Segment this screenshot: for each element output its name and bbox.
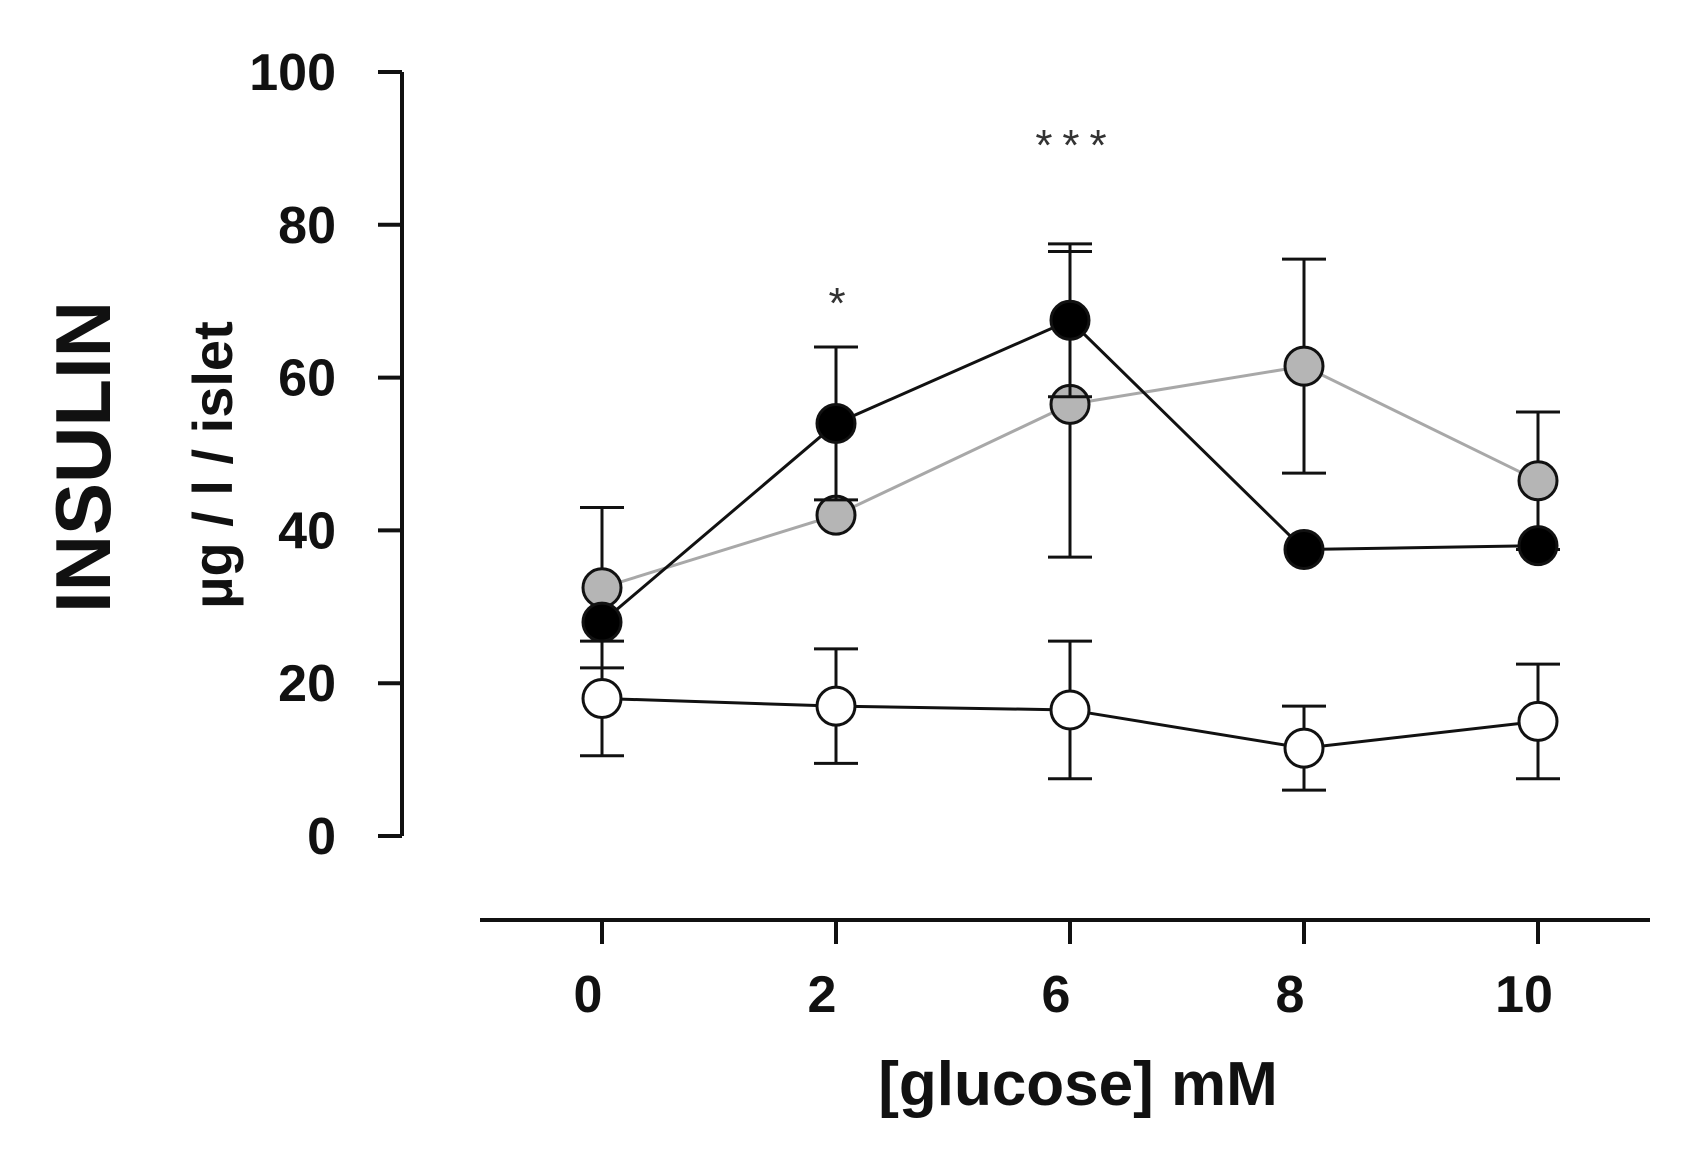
y-tick-label: 0: [307, 808, 336, 866]
y-tick-label: 20: [278, 655, 336, 713]
data-point: [815, 402, 857, 444]
data-point: [581, 677, 623, 719]
data-point: [1283, 529, 1325, 570]
data-point: [1283, 345, 1325, 387]
series-filled-circle: [581, 242, 1559, 643]
significance-marker: ***: [1035, 121, 1116, 170]
axes: [400, 72, 1650, 922]
y-tick-label: 60: [278, 350, 336, 408]
x-tick-label: 10: [1495, 966, 1553, 1024]
series-layer: [580, 242, 1560, 792]
x-ticks: 0 2 6 8 10: [574, 920, 1553, 1024]
data-point: [581, 601, 623, 643]
y-ticks: 0 20 40 60 80 100: [249, 44, 402, 866]
x-tick-label: 8: [1276, 966, 1305, 1024]
x-tick-label: 0: [574, 966, 603, 1024]
y-axis-title: INSULIN: [39, 301, 127, 613]
y-tick-label: 80: [278, 197, 336, 255]
data-point: [581, 567, 623, 609]
x-tick-label: 2: [808, 966, 837, 1024]
series-open-circle: [580, 639, 1560, 792]
y-tick-label: 100: [249, 44, 336, 102]
y-tick-label: 40: [278, 502, 336, 560]
data-point: [1283, 727, 1325, 769]
y-axis-units: µg / l / islet: [181, 321, 244, 608]
data-point: [1049, 689, 1091, 731]
data-point: [1517, 700, 1559, 742]
x-axis-title: [glucose] mM: [878, 1050, 1278, 1119]
data-point: [1049, 299, 1091, 341]
x-tick-label: 6: [1042, 966, 1071, 1024]
annotation-layer: ****: [828, 121, 1116, 328]
data-point: [815, 494, 857, 536]
data-point: [1517, 525, 1559, 567]
data-point: [815, 685, 857, 727]
significance-marker: *: [828, 279, 855, 328]
data-point: [1517, 460, 1559, 502]
